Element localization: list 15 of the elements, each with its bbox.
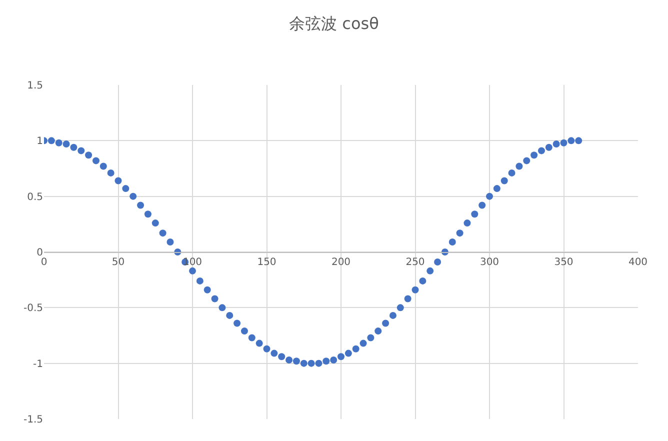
x-tick-label: 400	[628, 257, 648, 268]
y-tick-label: 1.5	[27, 80, 43, 92]
y-tick-label: 0	[36, 248, 43, 258]
y-tick-label: -1.5	[23, 414, 43, 426]
y-tick-label: -1	[33, 358, 43, 370]
x-tick-label: 200	[331, 257, 351, 268]
x-tick-label: 250	[406, 257, 425, 268]
chart-title: 余弦波 cosθ	[289, 14, 379, 33]
y-tick-label: 1	[36, 136, 43, 148]
y-tick-label: 0.5	[27, 192, 43, 203]
x-tick-label: 50	[112, 257, 125, 268]
x-tick-label: 150	[257, 257, 276, 268]
x-tick-label: 300	[480, 257, 500, 268]
y-tick-label: -0.5	[23, 303, 43, 314]
x-tick-label: 350	[554, 257, 574, 268]
